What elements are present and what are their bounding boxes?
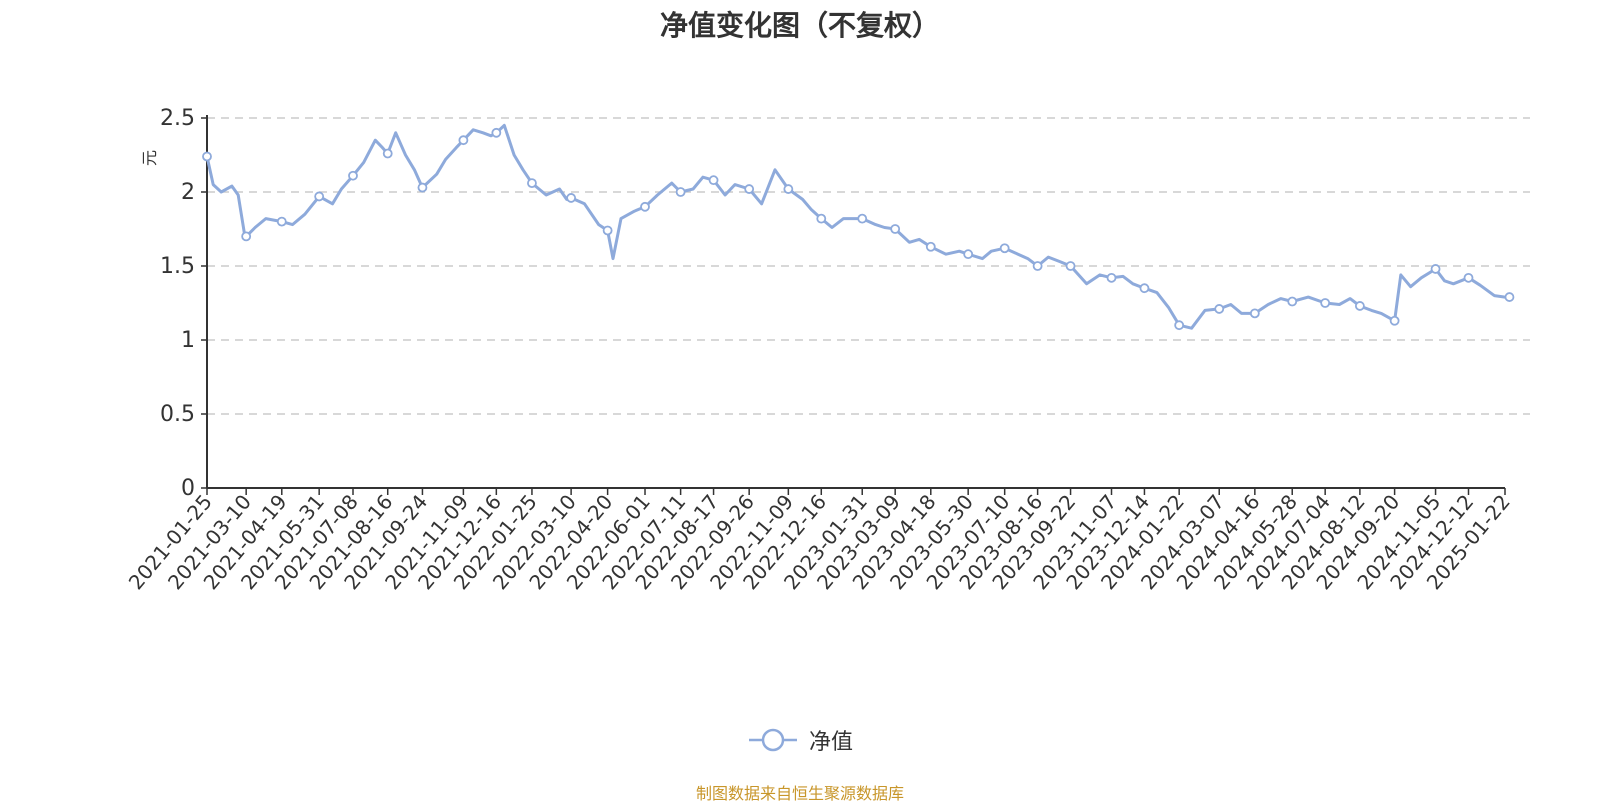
data-point (276, 216, 287, 227)
x-tick-labels: 2021-01-252021-03-102021-04-192021-05-31… (124, 488, 1515, 594)
y-tick-labels: 0 0.5 1 1.5 2 2.5 (160, 106, 207, 501)
data-point (783, 184, 794, 194)
axes (206, 115, 1505, 489)
data-point (857, 213, 868, 224)
data-point (314, 191, 325, 202)
data-point (458, 135, 469, 146)
data-point (417, 182, 428, 193)
data-point (527, 178, 537, 189)
y-tick-label: 0.5 (160, 402, 195, 427)
y-tick-label: 1.5 (160, 254, 195, 279)
data-point (890, 224, 901, 234)
series-layer (202, 123, 1515, 331)
data-point (382, 148, 393, 159)
data-point (1389, 315, 1400, 326)
data-point (816, 213, 827, 224)
data-point (1174, 320, 1185, 331)
data-point (1065, 261, 1076, 271)
y-tick-label: 1 (181, 328, 195, 353)
data-point (566, 193, 577, 203)
data-point (1504, 292, 1515, 302)
data-point (602, 225, 613, 236)
data-point (1106, 272, 1117, 283)
data-point (202, 151, 212, 162)
data-point (1320, 298, 1331, 308)
data-point (348, 170, 358, 181)
data-point (491, 127, 502, 138)
grid-lines (207, 117, 1530, 415)
data-point (640, 201, 650, 212)
legend-label: 净值 (808, 730, 853, 755)
data-point (925, 241, 936, 252)
y-tick-label: 2.5 (160, 106, 195, 131)
data-point (1287, 296, 1298, 307)
y-tick-label: 2 (181, 180, 195, 205)
chart-title: 净值变化图（不复权） (659, 9, 940, 42)
legend-line-circle-icon (748, 728, 797, 752)
data-point (675, 187, 686, 197)
data-point (1354, 301, 1365, 311)
data-point (708, 175, 719, 186)
data-point (241, 231, 252, 242)
y-axis-label: 元 (140, 150, 159, 166)
legend[interactable]: 净值 (0, 724, 1600, 756)
data-point (1463, 272, 1474, 283)
data-point (963, 249, 974, 260)
series-line (205, 123, 1510, 330)
data-point (1139, 283, 1150, 294)
data-point (999, 243, 1010, 254)
source-note: 制图数据来自恒生聚源数据库 (695, 784, 904, 803)
data-point (744, 184, 755, 194)
data-point (1430, 264, 1441, 274)
y-tick-label: 0 (181, 476, 195, 501)
data-point (1214, 304, 1225, 314)
data-point (1032, 261, 1043, 271)
data-point (1249, 308, 1260, 319)
